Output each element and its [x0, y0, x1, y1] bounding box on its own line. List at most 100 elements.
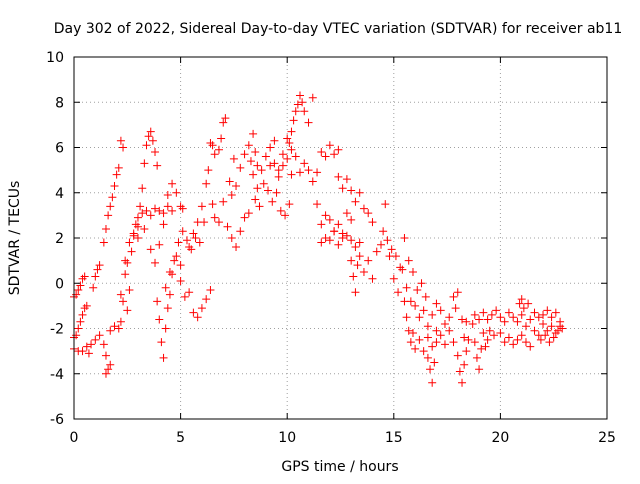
data-point	[219, 197, 228, 206]
data-point	[398, 265, 407, 274]
data-point	[106, 202, 115, 211]
data-point	[423, 353, 432, 362]
y-tick-label: 4	[55, 186, 64, 202]
data-point	[342, 209, 351, 218]
data-point	[536, 335, 545, 344]
data-point	[266, 143, 275, 152]
data-point	[249, 170, 258, 179]
data-point	[229, 154, 238, 163]
data-point	[268, 197, 277, 206]
data-point	[504, 308, 513, 317]
y-tick-label: 6	[55, 141, 64, 157]
data-point	[547, 322, 556, 331]
data-point	[462, 347, 471, 356]
data-point	[308, 93, 317, 102]
data-point	[509, 313, 518, 322]
data-point	[539, 310, 548, 319]
data-point	[116, 136, 125, 145]
data-point	[440, 340, 449, 349]
data-point	[383, 236, 392, 245]
data-point	[338, 234, 347, 242]
y-tick-label: 10	[46, 50, 64, 66]
x-tick-label: 5	[176, 430, 185, 446]
data-point	[129, 229, 138, 238]
data-point	[274, 172, 283, 181]
data-point	[155, 240, 164, 249]
data-point	[415, 313, 424, 322]
data-point	[159, 209, 168, 218]
data-point	[151, 204, 160, 213]
data-point	[106, 360, 115, 369]
data-point	[342, 231, 351, 240]
data-point	[91, 335, 100, 344]
data-point	[285, 138, 294, 147]
data-point	[95, 331, 104, 340]
y-tick-label: -2	[50, 322, 64, 338]
data-point	[146, 211, 155, 220]
data-point	[524, 299, 533, 308]
data-point	[210, 150, 219, 159]
data-point	[404, 256, 413, 265]
data-point	[236, 163, 245, 172]
data-point	[453, 288, 462, 297]
data-point	[99, 238, 108, 247]
data-point	[364, 256, 373, 265]
data-point	[539, 319, 548, 328]
data-point	[377, 240, 386, 249]
data-point	[253, 184, 262, 193]
data-point	[449, 338, 458, 347]
data-point	[453, 351, 462, 360]
data-point	[526, 315, 535, 324]
data-point	[526, 342, 535, 351]
data-point	[101, 369, 110, 378]
data-point	[458, 378, 467, 387]
data-point	[295, 168, 304, 177]
data-point	[136, 202, 145, 211]
data-point	[108, 193, 117, 202]
data-point	[325, 236, 334, 245]
data-point	[400, 297, 409, 306]
data-point	[159, 353, 168, 362]
data-point	[287, 127, 296, 136]
data-point	[99, 340, 108, 349]
data-point	[163, 304, 172, 313]
data-point	[387, 245, 396, 254]
data-point	[479, 329, 488, 338]
data-point	[475, 315, 484, 324]
data-point	[551, 308, 560, 317]
data-point	[347, 215, 356, 224]
data-point	[411, 344, 420, 353]
data-point	[423, 322, 432, 331]
data-point	[189, 229, 198, 238]
data-point	[197, 304, 206, 313]
data-point	[246, 157, 255, 166]
data-point	[413, 286, 422, 295]
data-point	[298, 98, 307, 107]
data-point	[430, 358, 439, 367]
data-point	[114, 163, 123, 172]
data-point	[300, 107, 309, 116]
data-point	[492, 306, 501, 315]
data-point	[153, 161, 162, 170]
data-point	[317, 148, 326, 157]
data-point	[432, 338, 441, 347]
data-point	[421, 292, 430, 301]
x-tick-label: 20	[491, 430, 509, 446]
data-points-layer	[70, 91, 567, 387]
tick-layer: 0 5 10 15 20 25 -6 -4 -2 0 2 4 6 8 10	[46, 50, 616, 446]
y-tick-label: -4	[50, 367, 64, 383]
data-point	[165, 267, 174, 276]
data-point	[462, 317, 471, 326]
data-point	[436, 331, 445, 340]
data-point	[225, 177, 234, 186]
data-point	[530, 308, 539, 317]
data-point	[138, 184, 147, 193]
data-point	[308, 177, 317, 186]
data-point	[232, 181, 241, 190]
data-point	[517, 295, 526, 304]
data-point	[148, 136, 157, 145]
data-point	[208, 141, 217, 150]
data-point	[428, 378, 437, 387]
data-point	[93, 265, 102, 274]
